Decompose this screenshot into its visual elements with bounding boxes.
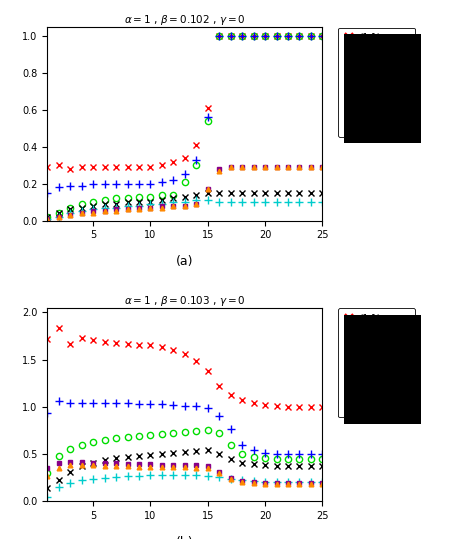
Legend: (1,1), (2,2), (3,3), (1,1), (3,3), (1,3)=(3,1), (2,3)=(3,2): (1,1), (2,2), (3,3), (1,1), (3,3), (1,3)… bbox=[338, 27, 415, 136]
Text: (b): (b) bbox=[176, 536, 194, 539]
Legend: (1,1), (2,2), (3,3), (1,1), (3,3), (1,3)=(3,1), (2,3)=(3,2): (1,1), (2,2), (3,3), (1,1), (3,3), (1,3)… bbox=[338, 308, 415, 417]
Title: $\alpha = 1$ , $\beta = 0.102$ , $\gamma = 0$: $\alpha = 1$ , $\beta = 0.102$ , $\gamma… bbox=[124, 13, 246, 27]
Text: (a): (a) bbox=[176, 255, 193, 268]
Title: $\alpha = 1$ , $\beta = 0.103$ , $\gamma = 0$: $\alpha = 1$ , $\beta = 0.103$ , $\gamma… bbox=[124, 294, 246, 308]
